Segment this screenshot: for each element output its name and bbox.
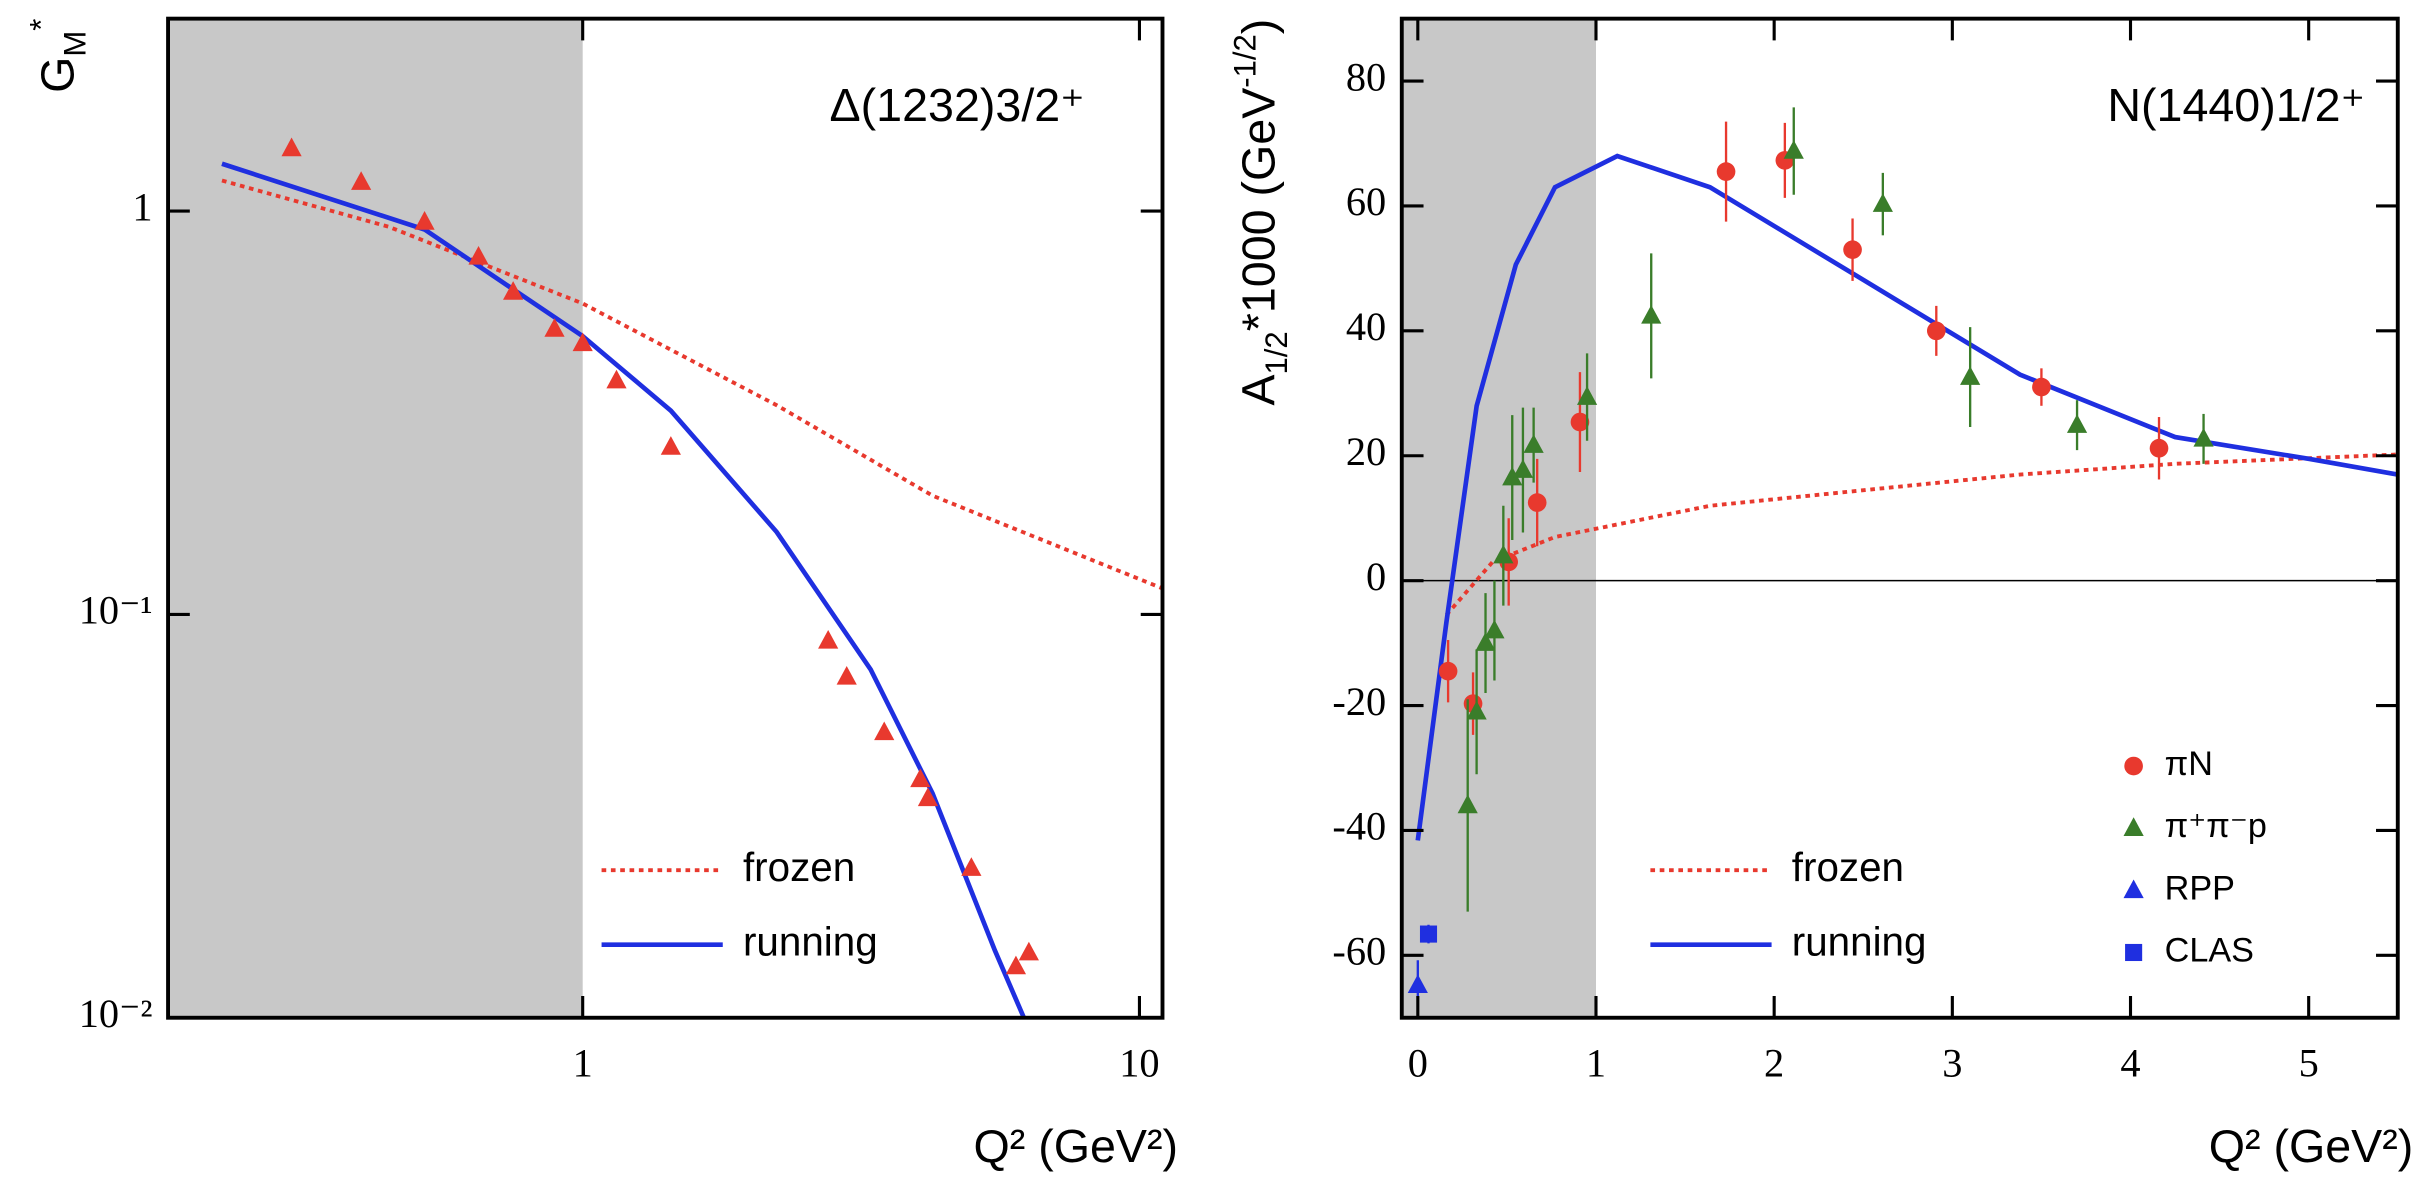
x-tick-label: 1 (573, 1041, 593, 1086)
y-tick-label: 1 (132, 184, 152, 229)
y-tick-label: 0 (1366, 554, 1386, 599)
point (1783, 140, 1804, 159)
point (1716, 162, 1736, 181)
point (660, 436, 681, 455)
x-tick-label: 10 (1119, 1041, 1159, 1086)
point (1475, 632, 1496, 651)
point (1641, 305, 1662, 324)
point (1523, 434, 1544, 453)
point (2149, 438, 2169, 458)
y-tick-label: -40 (1332, 804, 1386, 849)
point (1484, 619, 1505, 639)
point (1005, 955, 1027, 975)
point (836, 666, 857, 685)
point (961, 857, 982, 876)
point (1502, 466, 1523, 486)
y-axis-label-part: M (58, 31, 93, 57)
point (1926, 321, 1946, 341)
y-axis-label-part: *1000 (GeV (1232, 88, 1284, 332)
y-tick-label: 10⁻² (79, 991, 153, 1036)
y-axis-label-part: ) (1232, 19, 1284, 35)
point (544, 318, 565, 337)
plot-area (1401, 18, 2398, 1018)
point (1843, 240, 1862, 260)
legend-marker (2125, 943, 2143, 962)
point (503, 281, 524, 300)
shaded-region (1401, 18, 1596, 1018)
shaded-region (168, 18, 583, 1018)
plot-frame (166, 16, 1165, 1020)
y-axis-label-part: 1/2 (1259, 331, 1294, 374)
x-axis-label: Q² (GeV²) (2209, 1120, 2412, 1172)
point (468, 245, 489, 265)
point (351, 171, 372, 190)
point (414, 211, 435, 230)
y-tick-label: -60 (1332, 929, 1386, 974)
point (1457, 794, 1478, 814)
point (917, 787, 939, 807)
y-axis-label-part: G (31, 57, 83, 93)
annotation: N(1440)1/2⁺ (2107, 79, 2365, 131)
legend-marker (2123, 817, 2144, 836)
y-tick-label: 40 (1346, 304, 1386, 349)
legend-label: CLAS (2165, 932, 2254, 970)
point (572, 332, 593, 352)
point (2193, 428, 2214, 447)
legend-label: frozen (1792, 844, 1904, 890)
point (1466, 700, 1487, 720)
y-axis-label: A1/2*1000 (GeV-1/2) (1228, 19, 1294, 406)
point (874, 721, 895, 741)
point (2032, 377, 2051, 397)
x-axis-label: Q² (GeV²) (973, 1120, 1178, 1172)
x-tick-label: 5 (2299, 1041, 2319, 1086)
legend-label: RPP (2165, 869, 2235, 907)
y-axis-label-part: * (24, 19, 59, 31)
x-tick-label: 3 (1942, 1041, 1962, 1086)
legend-marker (2123, 879, 2144, 899)
y-axis-label-part: -1/2 (1228, 34, 1263, 88)
point (1419, 925, 1438, 943)
point (2066, 414, 2088, 433)
point (1512, 459, 1534, 478)
point (1872, 193, 1893, 212)
y-tick-label: 20 (1346, 429, 1386, 474)
legend-marker (2124, 756, 2143, 776)
point (1570, 412, 1590, 432)
x-tick-label: 2 (1764, 1041, 1784, 1086)
point (818, 629, 839, 649)
legend-label: running (743, 918, 878, 964)
x-tick-label: 1 (1586, 1041, 1606, 1086)
legend-label: πN (2165, 745, 2213, 783)
y-tick-label: 80 (1346, 54, 1386, 99)
annotation: Δ(1232)3/2⁺ (830, 79, 1085, 131)
y-axis-label: GM* (24, 19, 93, 93)
legend-label: running (1792, 918, 1927, 964)
point (281, 137, 302, 157)
curve (221, 178, 1163, 591)
point (606, 369, 627, 389)
plot-frame (1399, 16, 2400, 1020)
point (1438, 661, 1458, 681)
point (1960, 366, 1981, 385)
x-tick-label: 4 (2120, 1041, 2140, 1086)
point (1018, 941, 1039, 961)
legend-label: frozen (743, 844, 855, 890)
plot-area (168, 18, 1163, 1018)
curve (1444, 452, 2398, 617)
legend-label: π⁺π⁻p (2165, 807, 2267, 845)
y-tick-label: -20 (1332, 679, 1386, 724)
y-axis-label-part: A (1232, 374, 1284, 405)
point (1527, 493, 1547, 512)
point (1576, 386, 1598, 405)
point (1493, 544, 1514, 564)
point (1407, 974, 1428, 994)
y-tick-label: 10⁻¹ (79, 588, 153, 633)
y-tick-label: 60 (1346, 179, 1386, 224)
x-tick-label: 0 (1408, 1041, 1428, 1086)
point (910, 768, 931, 788)
